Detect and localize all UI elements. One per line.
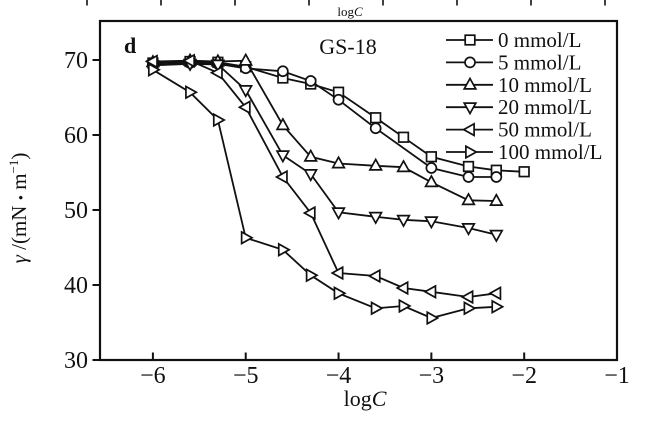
series-50-mmol-l — [144, 53, 502, 305]
marker-triangle-down — [489, 229, 504, 243]
marker-triangle-up — [489, 192, 504, 206]
y-tick-label: 70 — [64, 48, 88, 74]
legend-label: 50 mmol/L — [498, 118, 592, 142]
marker-triangle-right — [463, 301, 477, 316]
x-tick-label: −2 — [511, 363, 537, 389]
marker-triangle-left — [144, 54, 158, 69]
marker-triangle-right — [185, 85, 199, 100]
legend-label: 20 mmol/L — [498, 95, 592, 119]
marker-triangle-right — [491, 299, 505, 314]
marker-triangle-down — [461, 223, 476, 237]
x-tick-label: −5 — [233, 363, 259, 389]
marker-circle — [369, 122, 382, 135]
legend-label: 0 mmol/L — [498, 28, 581, 52]
marker-triangle-up — [424, 174, 439, 188]
marker-circle — [332, 93, 345, 106]
axes: 70 60 50 40 30 −6 −5 −4 −3 −2 −1 — [64, 48, 630, 389]
marker-triangle-down — [396, 214, 411, 228]
marker-triangle-right — [370, 301, 384, 316]
marker-triangle-left — [488, 286, 502, 301]
marker-circle — [277, 65, 289, 78]
series-line — [152, 59, 497, 202]
marker-triangle-left — [395, 280, 409, 296]
marker-triangle-down — [275, 150, 291, 164]
legend-label: 10 mmol/L — [498, 73, 592, 97]
marker-circle — [425, 162, 438, 174]
y-tick-label: 60 — [64, 123, 88, 149]
marker-triangle-left — [302, 205, 316, 221]
panel-label: d — [124, 33, 136, 58]
x-tick-label: −3 — [419, 363, 445, 389]
marker-triangle-up — [396, 159, 411, 173]
marker-triangle-up — [461, 192, 476, 206]
marker-triangle-left — [209, 65, 223, 80]
series-5-mmol-l — [147, 57, 503, 183]
y-axis-label: γ /(mN • m−1) — [6, 153, 31, 264]
marker-triangle-right — [465, 144, 479, 160]
marker-circle — [490, 171, 503, 183]
marker-triangle-down — [303, 169, 318, 183]
top-fragment-xlabel: logC — [337, 4, 363, 19]
top-fragment-ticks — [86, 0, 606, 6]
marker-triangle-right — [147, 62, 161, 77]
marker-triangle-up — [331, 155, 346, 169]
marker-triangle-down — [331, 207, 346, 221]
marker-triangle-right — [277, 242, 291, 257]
series-line — [152, 59, 497, 298]
marker-square — [462, 160, 475, 173]
x-tick-label: −6 — [140, 363, 166, 389]
marker-triangle-up — [275, 117, 291, 131]
marker-triangle-up — [238, 52, 253, 66]
marker-triangle-down — [424, 216, 439, 230]
marker-circle — [304, 75, 317, 87]
marker-triangle-right — [426, 310, 440, 326]
marker-triangle-right — [305, 268, 319, 283]
marker-square — [518, 166, 530, 178]
marker-square — [397, 131, 410, 143]
marker-triangle-left — [461, 122, 475, 137]
marker-triangle-right — [333, 286, 347, 301]
marker-triangle-up — [368, 157, 383, 171]
marker-triangle-right — [398, 298, 412, 314]
marker-triangle-up — [462, 76, 478, 90]
chart-title: GS-18 — [319, 34, 376, 59]
marker-circle — [464, 56, 476, 69]
marker-triangle-left — [274, 169, 288, 185]
x-tick-label: −4 — [326, 363, 352, 389]
marker-triangle-right — [240, 230, 254, 245]
marker-triangle-down — [462, 102, 478, 116]
marker-triangle-down — [210, 59, 226, 73]
plot-frame — [98, 19, 619, 362]
series-20-mmol-l — [145, 58, 504, 243]
series-100-mmol-l — [147, 62, 505, 326]
marker-triangle-left — [460, 289, 474, 305]
marker-square — [425, 151, 438, 163]
marker-triangle-left — [237, 100, 251, 115]
marker-triangle-up — [303, 148, 318, 162]
y-tick-label: 40 — [64, 273, 88, 299]
y-tick-label: 50 — [64, 198, 88, 224]
legend-label: 100 mmol/L — [498, 140, 602, 164]
marker-square — [370, 112, 382, 124]
legend: 0 mmol/L5 mmol/L10 mmol/L20 mmol/L50 mmo… — [446, 28, 602, 164]
x-axis-label: logC — [344, 386, 387, 411]
series-line — [152, 62, 497, 236]
marker-triangle-left — [330, 265, 344, 281]
marker-triangle-down — [238, 85, 253, 99]
legend-label: 5 mmol/L — [498, 50, 581, 74]
marker-circle — [462, 171, 475, 183]
x-tick-label: −1 — [604, 363, 630, 389]
marker-triangle-left — [181, 53, 195, 68]
y-tick-label: 30 — [64, 348, 88, 374]
marker-square — [464, 34, 476, 46]
marker-triangle-left — [423, 284, 437, 299]
marker-triangle-right — [212, 112, 226, 128]
marker-triangle-down — [368, 211, 383, 225]
marker-triangle-left — [367, 268, 381, 284]
